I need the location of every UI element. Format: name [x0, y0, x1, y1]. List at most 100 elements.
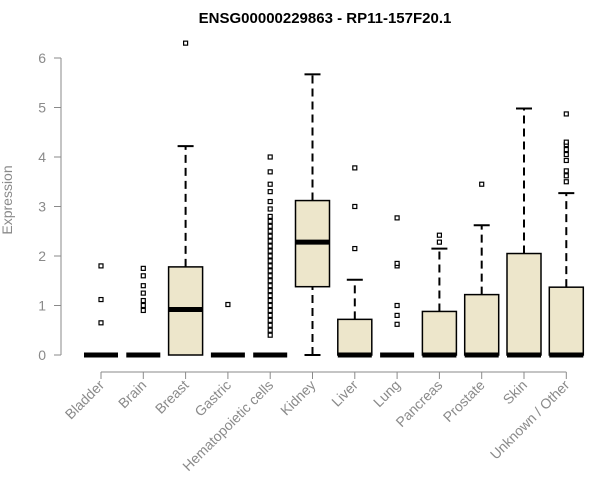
outlier-point [140, 283, 146, 289]
outlier-point [267, 169, 273, 175]
outlier-point [267, 263, 273, 269]
box-prostate [463, 181, 500, 358]
box-unknown-other [548, 111, 585, 358]
outlier-point [267, 243, 273, 249]
outlier-point [140, 290, 146, 296]
outlier-point [394, 312, 400, 318]
outlier-point [394, 215, 400, 221]
outlier-point [563, 139, 569, 145]
y-tick-label: 6 [38, 50, 46, 66]
plot-area [84, 40, 585, 358]
box-gastric [210, 301, 245, 358]
outlier-point [267, 288, 273, 294]
outlier-point [140, 307, 146, 314]
outlier-point [267, 302, 273, 309]
outlier-point [352, 245, 358, 252]
outlier-point [140, 273, 146, 279]
outlier-point [267, 233, 273, 239]
outlier-point [225, 301, 231, 308]
outlier-point [267, 322, 273, 328]
outlier-point [267, 206, 273, 212]
outlier-point [267, 273, 273, 279]
outlier-point [352, 165, 358, 171]
outlier-point [563, 151, 569, 158]
box-lung [380, 215, 415, 358]
outlier-point [267, 189, 273, 195]
x-tick-label: Lung [370, 377, 403, 410]
outlier-point [98, 263, 104, 269]
outlier-point [563, 157, 569, 164]
outlier-point [98, 320, 104, 326]
outlier-point [267, 213, 273, 219]
outlier-point [563, 179, 569, 185]
outlier-point [267, 248, 273, 254]
outlier-point [267, 198, 273, 205]
outlier-point [140, 297, 146, 304]
outlier-point [140, 265, 146, 271]
outlier-point [436, 232, 442, 238]
box-hematopoietic-cells [253, 154, 288, 358]
outlier-point [563, 111, 569, 117]
outlier-point [267, 253, 273, 259]
outlier-point [563, 168, 569, 174]
y-tick-label: 0 [38, 347, 46, 363]
outlier-point [267, 218, 273, 224]
box-skin [506, 107, 542, 358]
box-brain [126, 265, 161, 358]
outlier-point [394, 302, 400, 309]
x-tick-label: Unknown / Other [487, 377, 573, 463]
outlier-point [267, 181, 273, 187]
outlier-point [267, 278, 273, 284]
outlier-point [267, 154, 273, 160]
outlier-point [267, 317, 273, 323]
y-tick-label: 5 [38, 100, 46, 116]
outlier-point [394, 321, 400, 327]
y-tick-label: 4 [38, 149, 46, 165]
outlier-point [394, 260, 400, 267]
outlier-point [140, 302, 146, 309]
y-tick-label: 1 [38, 298, 46, 314]
outlier-point [267, 283, 273, 289]
outlier-point [267, 307, 273, 314]
outlier-point [563, 173, 569, 179]
box-iqr [421, 310, 458, 356]
outlier-point [267, 258, 273, 264]
outlier-point [352, 203, 358, 210]
outlier-point [563, 146, 569, 153]
outlier-point [267, 332, 273, 338]
x-tick-label: Breast [152, 377, 192, 417]
y-tick-label: 2 [38, 248, 46, 264]
outlier-point [183, 40, 189, 46]
outlier-point [267, 312, 273, 318]
box-iqr [548, 286, 585, 356]
outlier-point [267, 223, 273, 229]
outlier-point [267, 293, 273, 299]
outlier-point [267, 228, 273, 234]
x-tick-label: Prostate [440, 377, 488, 425]
outlier-point [436, 239, 442, 245]
box-breast [167, 40, 204, 356]
chart-title: ENSG00000229863 - RP11-157F20.1 [199, 10, 452, 27]
box-liver [337, 165, 373, 358]
box-iqr [463, 293, 500, 356]
x-tick-label: Pancreas [392, 377, 445, 430]
y-axis-label: Expression [0, 165, 15, 234]
box-pancreas [421, 232, 458, 358]
outlier-point [98, 296, 104, 303]
box-iqr [506, 252, 542, 356]
outlier-point [479, 181, 485, 187]
outlier-point [267, 297, 273, 304]
outlier-point [267, 268, 273, 274]
x-tick-label: Bladder [62, 377, 108, 423]
outlier-point [267, 327, 273, 333]
box-kidney [294, 73, 331, 356]
x-tick-label: Kidney [277, 377, 319, 419]
x-tick-label: Brain [115, 377, 149, 411]
x-tick-label: Skin [500, 377, 531, 408]
y-tick-label: 3 [38, 199, 46, 215]
box-iqr [337, 318, 373, 356]
box-bladder [84, 263, 118, 358]
outlier-point [267, 238, 273, 244]
x-tick-label: Liver [328, 377, 361, 410]
